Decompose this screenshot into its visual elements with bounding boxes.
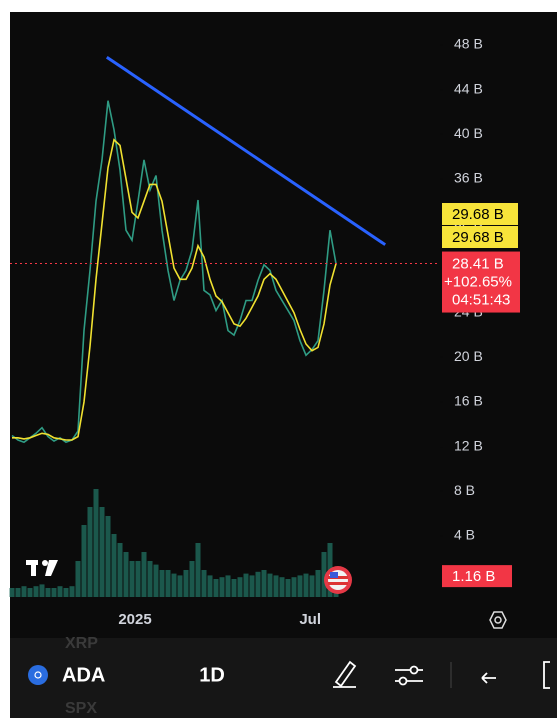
price-line xyxy=(12,138,337,441)
volume-bar xyxy=(111,534,117,597)
volume-bar xyxy=(87,507,93,597)
undo-icon[interactable] xyxy=(481,672,496,684)
y-tick-label: 4 B xyxy=(454,527,475,543)
volume-bar xyxy=(153,564,159,597)
y-tick-label: 44 B xyxy=(454,80,483,96)
symbol[interactable]: ADA xyxy=(62,664,105,686)
x-tick-label: Jul xyxy=(299,611,321,628)
volume-bar xyxy=(201,570,207,597)
ma-tag xyxy=(442,226,518,248)
volume-bar xyxy=(105,516,111,597)
volume-bar xyxy=(261,570,267,597)
y-tick-label: 20 B xyxy=(454,348,483,364)
chart: 4 B8 B12 B16 B20 B24 B28 B32 B36 B40 B44… xyxy=(9,36,520,628)
volume-bar xyxy=(117,543,123,597)
volume-bar xyxy=(69,586,75,597)
volume-bar xyxy=(279,577,285,597)
volume-bar xyxy=(141,552,147,597)
trendline xyxy=(105,55,387,246)
volume-bar xyxy=(195,543,201,597)
change-label: +102.65% xyxy=(444,274,512,291)
volume-bar xyxy=(75,561,81,597)
volume-bar xyxy=(249,575,255,597)
volume-bar xyxy=(147,561,153,597)
symbol-icon xyxy=(28,665,48,685)
volume-tag-label: 1.16 B xyxy=(452,568,495,585)
symbol-icon xyxy=(34,671,42,679)
volume-bar xyxy=(165,570,171,597)
volume-bar xyxy=(171,573,177,597)
volume-bar xyxy=(303,573,309,597)
volume-bar xyxy=(213,579,219,597)
volume-bar xyxy=(39,584,45,597)
toolbar-bg xyxy=(10,638,557,718)
volume-bar xyxy=(237,577,243,597)
price-line xyxy=(11,100,337,444)
fullscreen-icon[interactable] xyxy=(543,661,550,689)
volume-bar xyxy=(63,588,69,597)
volume-bar xyxy=(129,561,135,597)
ma-tag-label: 29.68 B xyxy=(452,229,504,246)
volume-bar xyxy=(135,561,141,597)
volume-bar xyxy=(177,575,183,597)
volume-bar xyxy=(321,552,327,597)
volume-bar xyxy=(219,577,225,597)
volume-tag xyxy=(442,565,512,588)
indicators-icon[interactable] xyxy=(395,665,423,686)
volume-bar xyxy=(15,588,21,597)
volume-bar xyxy=(189,561,195,597)
y-tick-label: 48 B xyxy=(454,36,483,52)
tv-logo xyxy=(26,560,58,576)
y-tick-label: 40 B xyxy=(454,125,483,141)
y-tick-label: 12 B xyxy=(454,437,483,453)
price-tag-label: 28.41 B xyxy=(452,256,504,273)
volume-bar xyxy=(21,586,27,597)
volume-bar xyxy=(291,577,297,597)
volume-bar xyxy=(27,588,33,597)
ma-tag-label: 29.68 B xyxy=(452,206,504,223)
volume-bar xyxy=(309,575,315,597)
x-tick-label: 2025 xyxy=(118,611,151,628)
volume-bar xyxy=(255,571,261,597)
volume-bar xyxy=(9,588,15,597)
volume-bar xyxy=(159,570,165,597)
price-tag xyxy=(442,251,520,313)
volume-bar xyxy=(231,579,237,597)
volume-bar xyxy=(33,586,39,597)
volume-bar xyxy=(225,575,231,597)
volume-bar xyxy=(273,575,279,597)
settings-icon[interactable] xyxy=(489,611,507,629)
volume-bar xyxy=(99,507,105,597)
countdown: 04:51:43 xyxy=(452,292,510,309)
volume-bar xyxy=(51,588,57,597)
interval[interactable]: 1D xyxy=(199,664,225,686)
volume-bar xyxy=(315,570,321,597)
volume-bar xyxy=(285,579,291,597)
volume-bar xyxy=(243,573,249,597)
faded-symbol: SPX xyxy=(65,700,97,717)
volume-bar xyxy=(207,575,213,597)
ma-tag xyxy=(442,203,518,225)
faded-symbol: XRP xyxy=(65,635,98,652)
y-tick-label: 8 B xyxy=(454,482,475,498)
draw-icon[interactable] xyxy=(333,660,357,688)
volume-bar xyxy=(267,573,273,597)
volume-bar xyxy=(57,586,63,597)
volume-bar xyxy=(45,588,51,597)
volume-bar xyxy=(123,552,129,597)
volume-bar xyxy=(297,575,303,597)
volume-bar xyxy=(81,525,87,597)
flag-icon xyxy=(324,566,352,594)
volume-bar xyxy=(183,570,189,597)
y-tick-label: 36 B xyxy=(454,170,483,186)
volume-bar xyxy=(93,489,99,597)
y-tick-label: 16 B xyxy=(454,393,483,409)
